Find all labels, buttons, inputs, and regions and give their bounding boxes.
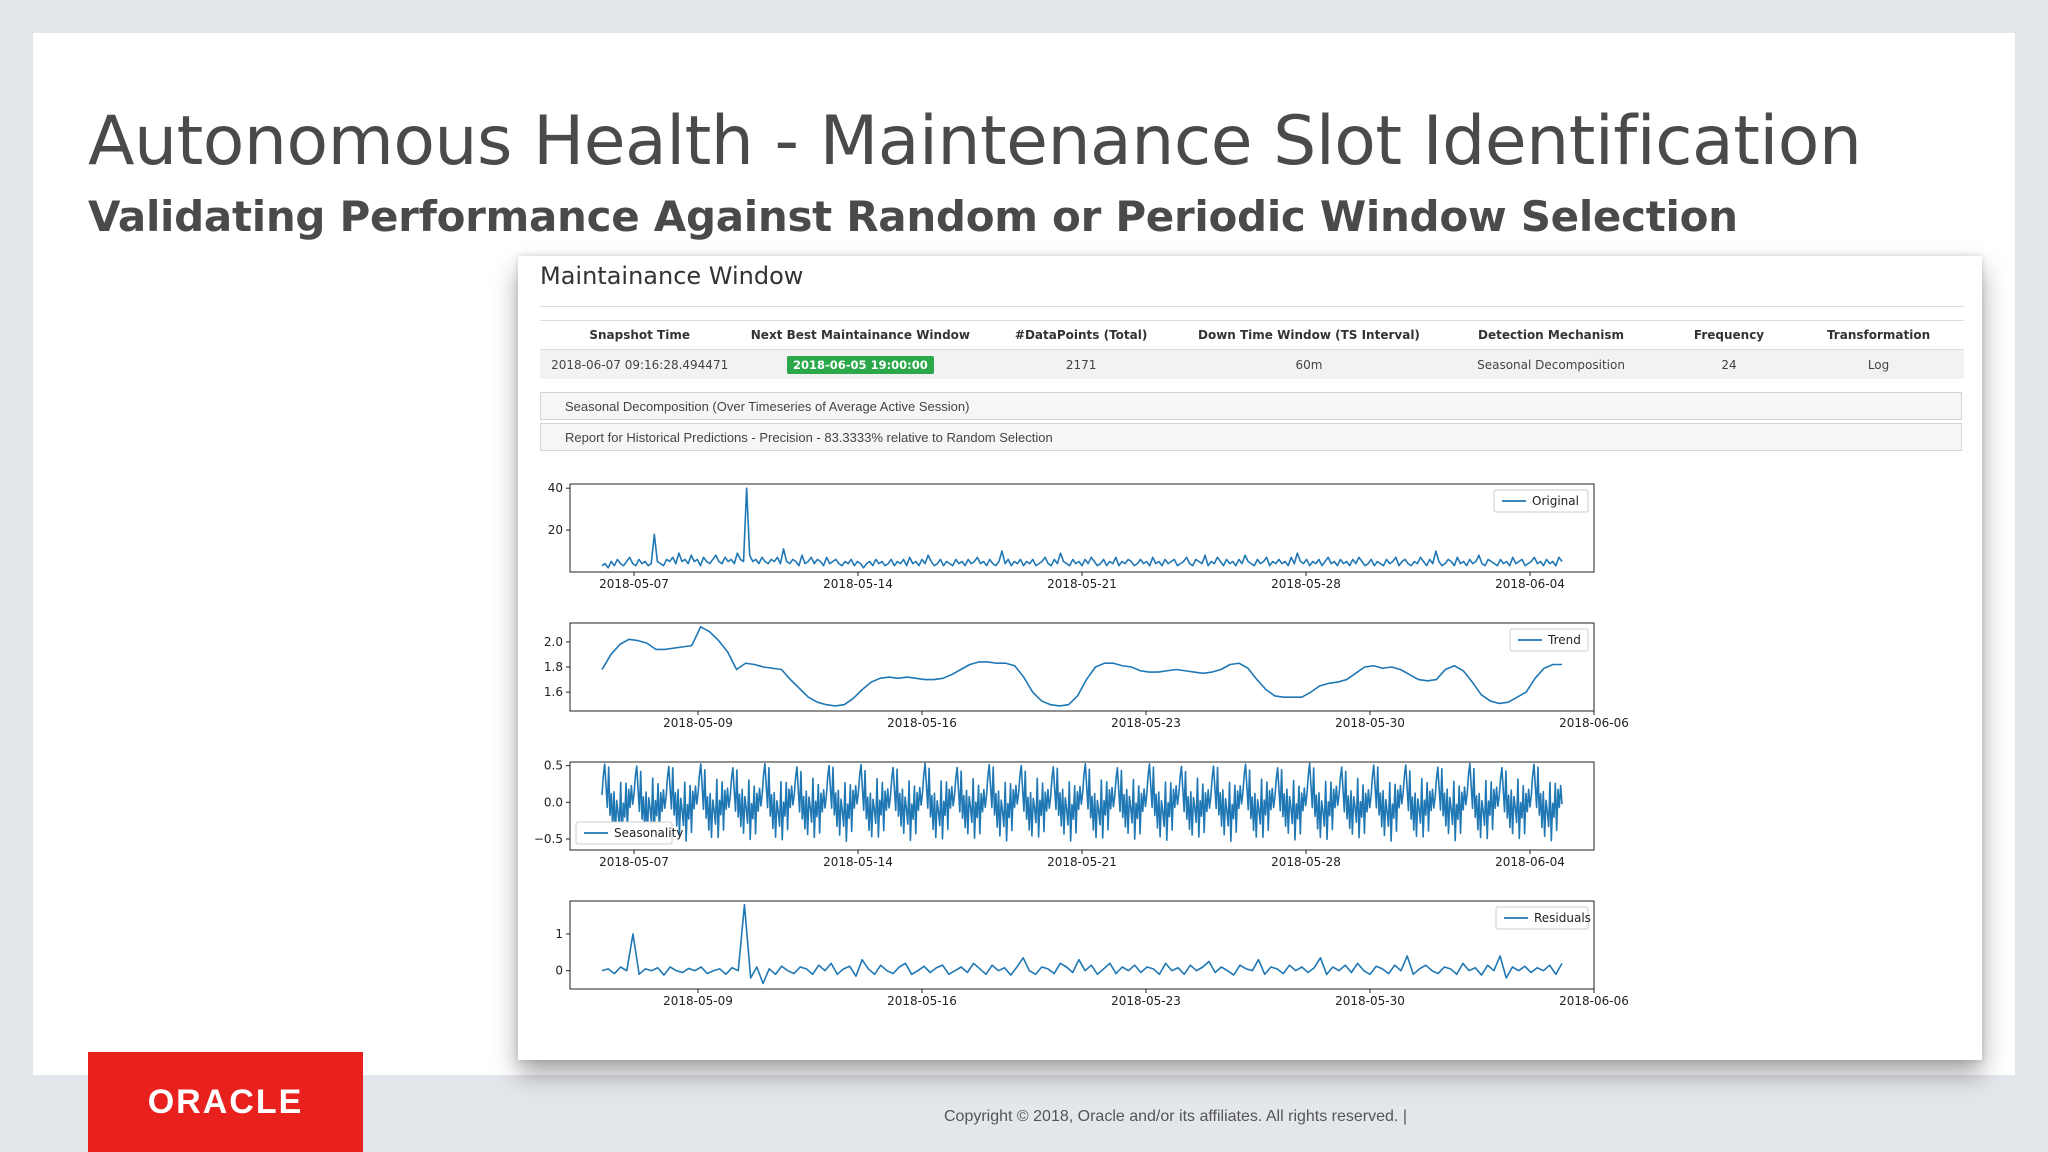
x-tick-label: 2018-05-21	[1047, 855, 1117, 869]
x-tick-label: 2018-05-23	[1111, 716, 1181, 730]
y-tick-label: 1	[555, 927, 563, 941]
cell-transformation: Log	[1793, 349, 1964, 379]
chart-trend: 1.6 1.8 2.0 2018-05-09 2018-05-16 2018-05-23 2…	[518, 615, 1982, 753]
y-tick-label: 0	[555, 964, 563, 978]
y-tick-label: 0.0	[544, 795, 563, 809]
x-tick-label: 2018-06-04	[1495, 855, 1565, 869]
x-tick-label: 2018-05-14	[823, 577, 893, 591]
y-tick-label: 1.8	[544, 660, 563, 674]
panel-title: Maintainance Window	[540, 262, 804, 290]
series-line	[601, 487, 1563, 569]
oracle-logo-text: ORACLE	[147, 1082, 304, 1121]
x-tick-label: 2018-05-23	[1111, 994, 1181, 1008]
col-next-window: Next Best Maintainance Window	[739, 320, 982, 350]
x-tick-label: 2018-05-14	[823, 855, 893, 869]
slide-title: Autonomous Health - Maintenance Slot Ide…	[88, 102, 1862, 181]
x-tick-label: 2018-06-04	[1495, 577, 1565, 591]
plot-frame	[569, 622, 1595, 712]
cell-next-window: 2018-06-05 19:00:00	[739, 349, 982, 379]
x-tick-label: 2018-06-06	[1559, 716, 1629, 730]
col-snapshot-time: Snapshot Time	[540, 320, 740, 350]
cell-downtime: 60m	[1180, 349, 1438, 379]
accordion-seasonal-decomposition[interactable]: Seasonal Decomposition (Over Timeseries …	[540, 392, 1962, 420]
series-line	[601, 903, 1563, 985]
cell-mechanism: Seasonal Decomposition	[1437, 349, 1665, 379]
legend-label: Seasonality	[614, 826, 683, 840]
x-tick-label: 2018-05-16	[887, 994, 957, 1008]
x-tick-label: 2018-05-16	[887, 716, 957, 730]
y-tick-label: 2.0	[544, 635, 563, 649]
chart-original: 20 40 2018-05-07 2018-05-14 2018-05-21 2018-0…	[518, 476, 1982, 614]
x-tick-label: 2018-05-09	[663, 994, 733, 1008]
y-tick-label: 0.5	[544, 759, 563, 773]
next-window-badge: 2018-06-05 19:00:00	[787, 355, 934, 374]
legend-box	[1509, 628, 1589, 652]
cell-frequency: 24	[1664, 349, 1794, 379]
y-tick-label: −0.5	[534, 832, 563, 846]
oracle-logo: ORACLE	[88, 1052, 363, 1152]
slide-subtitle: Validating Performance Against Random or…	[88, 192, 1738, 241]
plot-frame	[569, 483, 1595, 573]
x-tick-label: 2018-05-30	[1335, 994, 1405, 1008]
y-tick-label: 40	[548, 481, 563, 495]
x-tick-label: 2018-05-28	[1271, 577, 1341, 591]
legend-box	[1493, 489, 1589, 513]
y-tick-label: 20	[548, 523, 563, 537]
col-mechanism: Detection Mechanism	[1437, 320, 1665, 350]
cell-snapshot-time: 2018-06-07 09:16:28.494471	[540, 349, 740, 379]
x-tick-label: 2018-06-06	[1559, 994, 1629, 1008]
legend-label: Residuals	[1534, 911, 1591, 925]
legend-box	[1495, 906, 1589, 930]
x-tick-label: 2018-05-28	[1271, 855, 1341, 869]
legend-label: Trend	[1547, 633, 1581, 647]
col-datapoints: #DataPoints (Total)	[981, 320, 1181, 350]
series-line	[601, 762, 1563, 842]
chart-seasonality: −0.5 0.0 0.5 2018-05-07 2018-05-14 2018-05-21…	[518, 754, 1982, 892]
panel-divider	[540, 306, 1964, 307]
col-frequency: Frequency	[1664, 320, 1794, 350]
legend-label: Original	[1532, 494, 1579, 508]
x-tick-label: 2018-05-09	[663, 716, 733, 730]
plot-frame	[569, 900, 1595, 990]
table-header-row: Snapshot Time Next Best Maintainance Win…	[540, 320, 1964, 350]
legend-box	[575, 821, 673, 845]
series-line	[601, 625, 1562, 707]
maintenance-window-panel: Maintainance Window Snapshot Time Next B…	[518, 256, 1982, 1060]
x-tick-label: 2018-05-21	[1047, 577, 1117, 591]
col-downtime: Down Time Window (TS Interval)	[1180, 320, 1438, 350]
chart-residuals: 0 1 2018-05-09 2018-05-16 2018-05-23 2018-05-…	[518, 893, 1982, 1031]
table-row: 2018-06-07 09:16:28.494471 2018-06-05 19…	[540, 349, 1964, 379]
snapshot-table: Snapshot Time Next Best Maintainance Win…	[540, 320, 1964, 379]
copyright-notice: Copyright © 2018, Oracle and/or its affi…	[944, 1108, 1407, 1125]
x-tick-label: 2018-05-07	[599, 855, 669, 869]
y-tick-label: 1.6	[544, 685, 563, 699]
col-transformation: Transformation	[1793, 320, 1964, 350]
x-tick-label: 2018-05-07	[599, 577, 669, 591]
cell-datapoints: 2171	[981, 349, 1181, 379]
accordion-historical-report[interactable]: Report for Historical Predictions - Prec…	[540, 423, 1962, 451]
x-tick-label: 2018-05-30	[1335, 716, 1405, 730]
